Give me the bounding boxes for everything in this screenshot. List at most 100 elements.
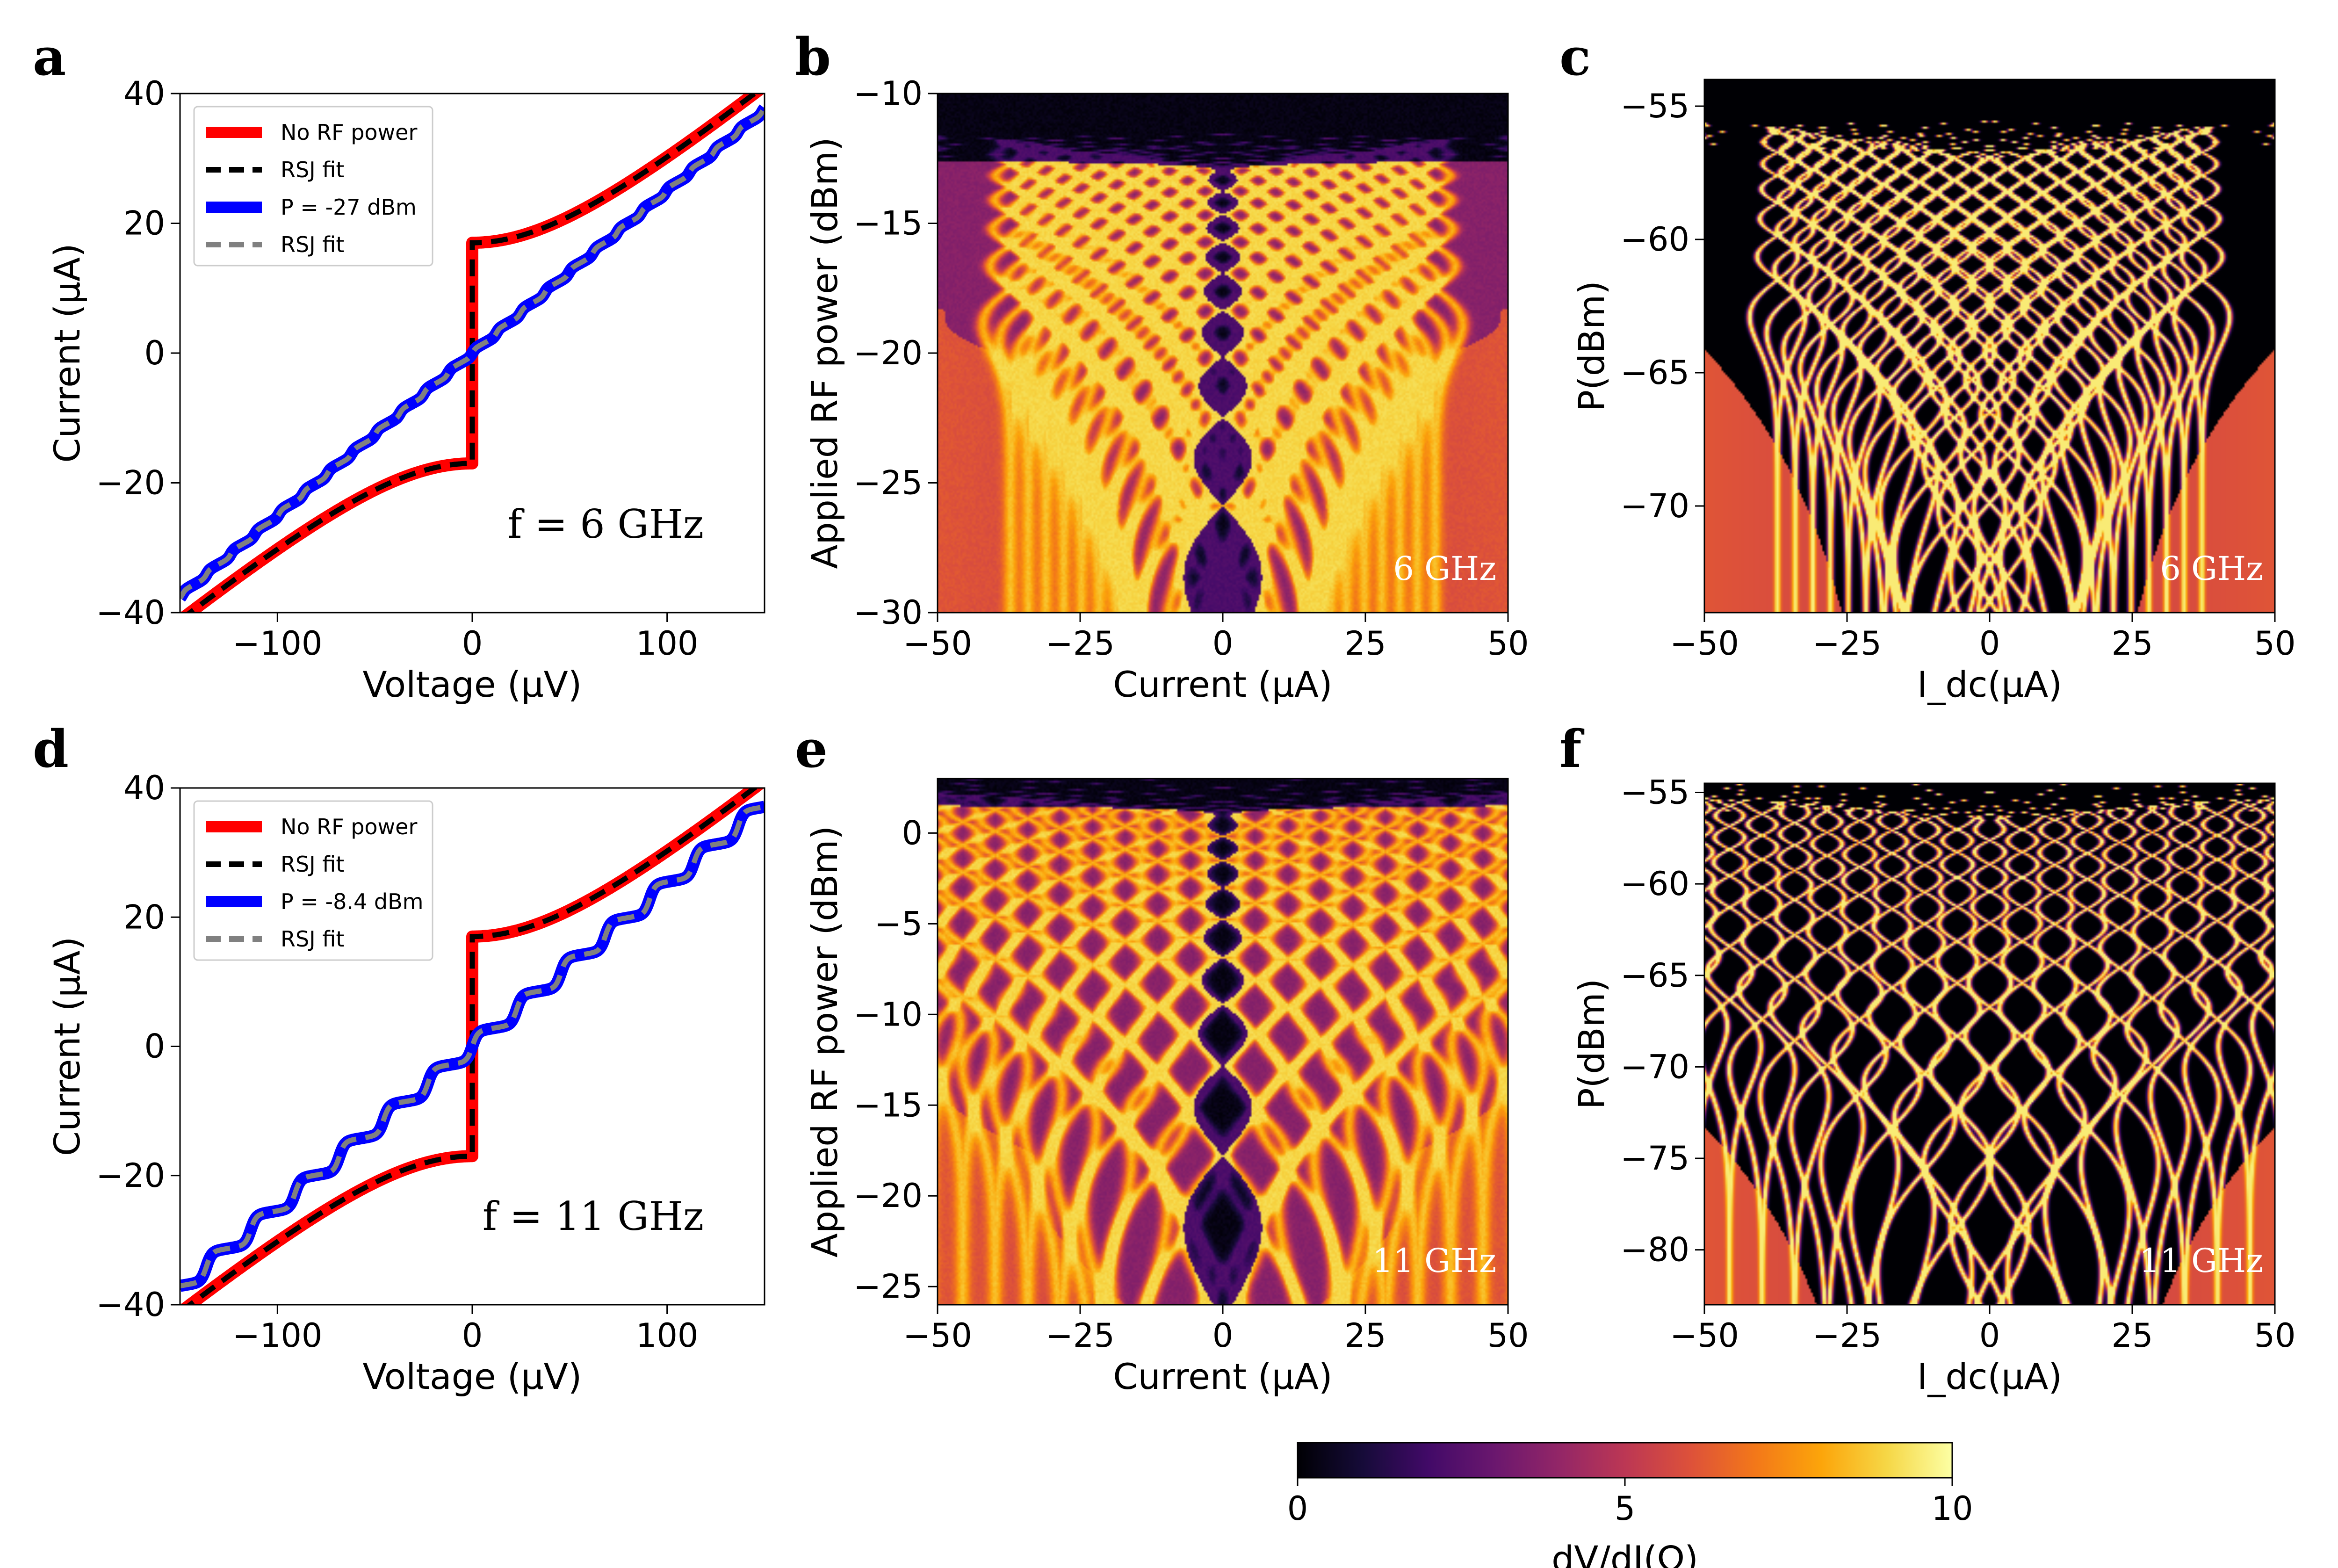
panel-e: 11 GHz−50 −25 0 25 500−5−10−15−20−25Current … <box>795 719 1529 1397</box>
x-tick-label: −50 <box>1670 624 1739 663</box>
x-tick-label: −100 <box>232 624 322 663</box>
panel-c: 6 GHz −50 −25 0 25 50 −55 −60 −65 −70 I_dc(μA) P(dB… <box>1559 27 2296 705</box>
x-tick-label: −100 <box>232 1316 322 1355</box>
y-tick-label: −40 <box>96 1286 165 1324</box>
y-tick-label: −10 <box>853 74 923 113</box>
y-tick-label: −40 <box>96 593 165 632</box>
y-tick-label: −80 <box>1620 1231 1689 1269</box>
x-axis-label: I_dc(μA) <box>1917 664 2062 705</box>
x-tick-label: 25 <box>1344 1316 1386 1355</box>
y-tick-label: −20 <box>853 334 923 372</box>
legend-entry: RSJ fit <box>281 926 344 952</box>
y-axis-label: P(dBm) <box>1571 979 1612 1110</box>
y-tick-label: −20 <box>96 1156 165 1195</box>
x-tick-label: 25 <box>2111 624 2153 663</box>
y-tick-label: −5 <box>874 904 923 943</box>
panel-letter: a <box>33 27 66 87</box>
y-tick-label: −60 <box>1620 220 1689 259</box>
legend-entry: P = -27 dBm <box>281 195 417 220</box>
y-tick-label: 0 <box>144 1027 165 1066</box>
panel-letter: e <box>795 719 828 779</box>
y-tick-label: −65 <box>1620 956 1689 995</box>
y-tick-label: −20 <box>96 464 165 502</box>
frequency-label: 11 GHz <box>2139 1242 2263 1280</box>
panel-a: No RF power RSJ fit P = -27 dBm RSJ fit f = … <box>33 27 765 705</box>
panel-f: 11 GHz −50 −25 0 25 50 −55 −60 −65 −70 −75 −80 I_dc(… <box>1559 719 2296 1397</box>
y-tick-label: −75 <box>1620 1139 1689 1178</box>
frequency-label: 6 GHz <box>2160 549 2263 588</box>
colorbar-label: dV/dI(Ω) <box>1551 1538 1698 1568</box>
x-tick-label: 0 <box>1979 1316 2000 1355</box>
x-tick-label: −50 <box>1670 1316 1739 1355</box>
x-tick-label: 0 <box>462 624 483 663</box>
x-tick-label: 0 <box>462 1316 483 1355</box>
colorbar: 0 5 10 dV/dI(Ω) <box>1287 1443 1973 1568</box>
y-axis-label: Current (μA) <box>46 937 88 1156</box>
y-tick-label: −70 <box>1620 1048 1689 1086</box>
x-tick-label: 100 <box>636 1316 699 1355</box>
y-tick-label: −25 <box>853 1267 923 1306</box>
colorbar-gradient <box>1298 1443 1952 1478</box>
y-tick-label: −55 <box>1620 773 1689 812</box>
frequency-annotation: f = 6 GHz <box>507 501 704 547</box>
legend-entry: RSJ fit <box>281 157 344 182</box>
x-tick-label: 50 <box>1487 1316 1529 1355</box>
colorbar-tick-label: 5 <box>1615 1489 1636 1528</box>
x-axis-label: Current (μA) <box>1113 664 1332 705</box>
panel-letter: b <box>795 27 831 87</box>
y-axis-label: Applied RF power (dBm) <box>804 137 845 569</box>
y-tick-label: −55 <box>1620 87 1689 125</box>
x-tick-label: −50 <box>903 1316 972 1355</box>
y-tick-label: 20 <box>123 898 165 936</box>
legend-entry: RSJ fit <box>281 852 344 877</box>
y-tick-label: 20 <box>123 204 165 243</box>
x-tick-label: 50 <box>2254 1316 2295 1355</box>
x-tick-label: 100 <box>636 624 699 663</box>
frequency-annotation: f = 11 GHz <box>483 1193 704 1239</box>
y-tick-label: −65 <box>1620 354 1689 392</box>
x-tick-label: 0 <box>1979 624 2000 663</box>
y-axis-label: P(dBm) <box>1571 281 1612 412</box>
legend-entry: RSJ fit <box>281 232 344 257</box>
panel-letter: c <box>1559 27 1591 87</box>
heatmap-image <box>938 94 1508 613</box>
legend-entry: P = -8.4 dBm <box>281 889 423 914</box>
y-tick-label: −30 <box>853 593 923 632</box>
y-tick-label: 0 <box>144 334 165 372</box>
panel-letter: f <box>1559 719 1585 779</box>
y-axis-label: Applied RF power (dBm) <box>804 826 845 1257</box>
x-tick-label: 50 <box>1487 624 1529 663</box>
colorbar-tick-label: 0 <box>1287 1489 1308 1528</box>
heatmap-image <box>938 779 1508 1305</box>
frequency-label: 6 GHz <box>1393 549 1496 588</box>
frequency-label: 11 GHz <box>1372 1242 1496 1280</box>
figure: No RF power RSJ fit P = -27 dBm RSJ fit f = … <box>0 0 2338 1568</box>
y-tick-label: −15 <box>853 204 923 243</box>
y-axis-label: Current (μA) <box>46 243 88 462</box>
x-tick-label: −25 <box>1812 1316 1882 1355</box>
y-tick-label: 0 <box>902 814 923 852</box>
y-tick-label: −20 <box>853 1177 923 1215</box>
x-tick-label: 0 <box>1212 624 1234 663</box>
x-tick-label: −25 <box>1812 624 1882 663</box>
heatmap-image <box>1704 79 2275 613</box>
y-tick-label: 40 <box>123 769 165 807</box>
legend-entry: No RF power <box>281 814 417 839</box>
y-tick-label: 40 <box>123 74 165 113</box>
x-axis-label: I_dc(μA) <box>1917 1356 2062 1397</box>
x-axis-label: Voltage (μV) <box>363 1356 582 1397</box>
y-tick-label: −70 <box>1620 487 1689 525</box>
y-tick-label: −60 <box>1620 865 1689 903</box>
panel-letter: d <box>33 719 69 779</box>
colorbar-tick-label: 10 <box>1931 1489 1973 1528</box>
y-tick-label: −25 <box>853 464 923 502</box>
x-axis-label: Current (μA) <box>1113 1356 1332 1397</box>
panel-d: No RF power RSJ fit P = -8.4 dBm RSJ fit f =… <box>33 719 765 1397</box>
x-tick-label: −25 <box>1046 624 1115 663</box>
x-tick-label: 50 <box>2254 624 2295 663</box>
y-tick-label: −10 <box>853 995 923 1033</box>
legend: No RF power RSJ fit P = -27 dBm RSJ fit <box>194 107 433 266</box>
legend-entry: No RF power <box>281 120 417 145</box>
panel-b: 6 GHz −50 −25 0 25 50 −10 −15 −20 −25 −30 Current (… <box>795 27 1529 705</box>
x-tick-label: 0 <box>1212 1316 1234 1355</box>
